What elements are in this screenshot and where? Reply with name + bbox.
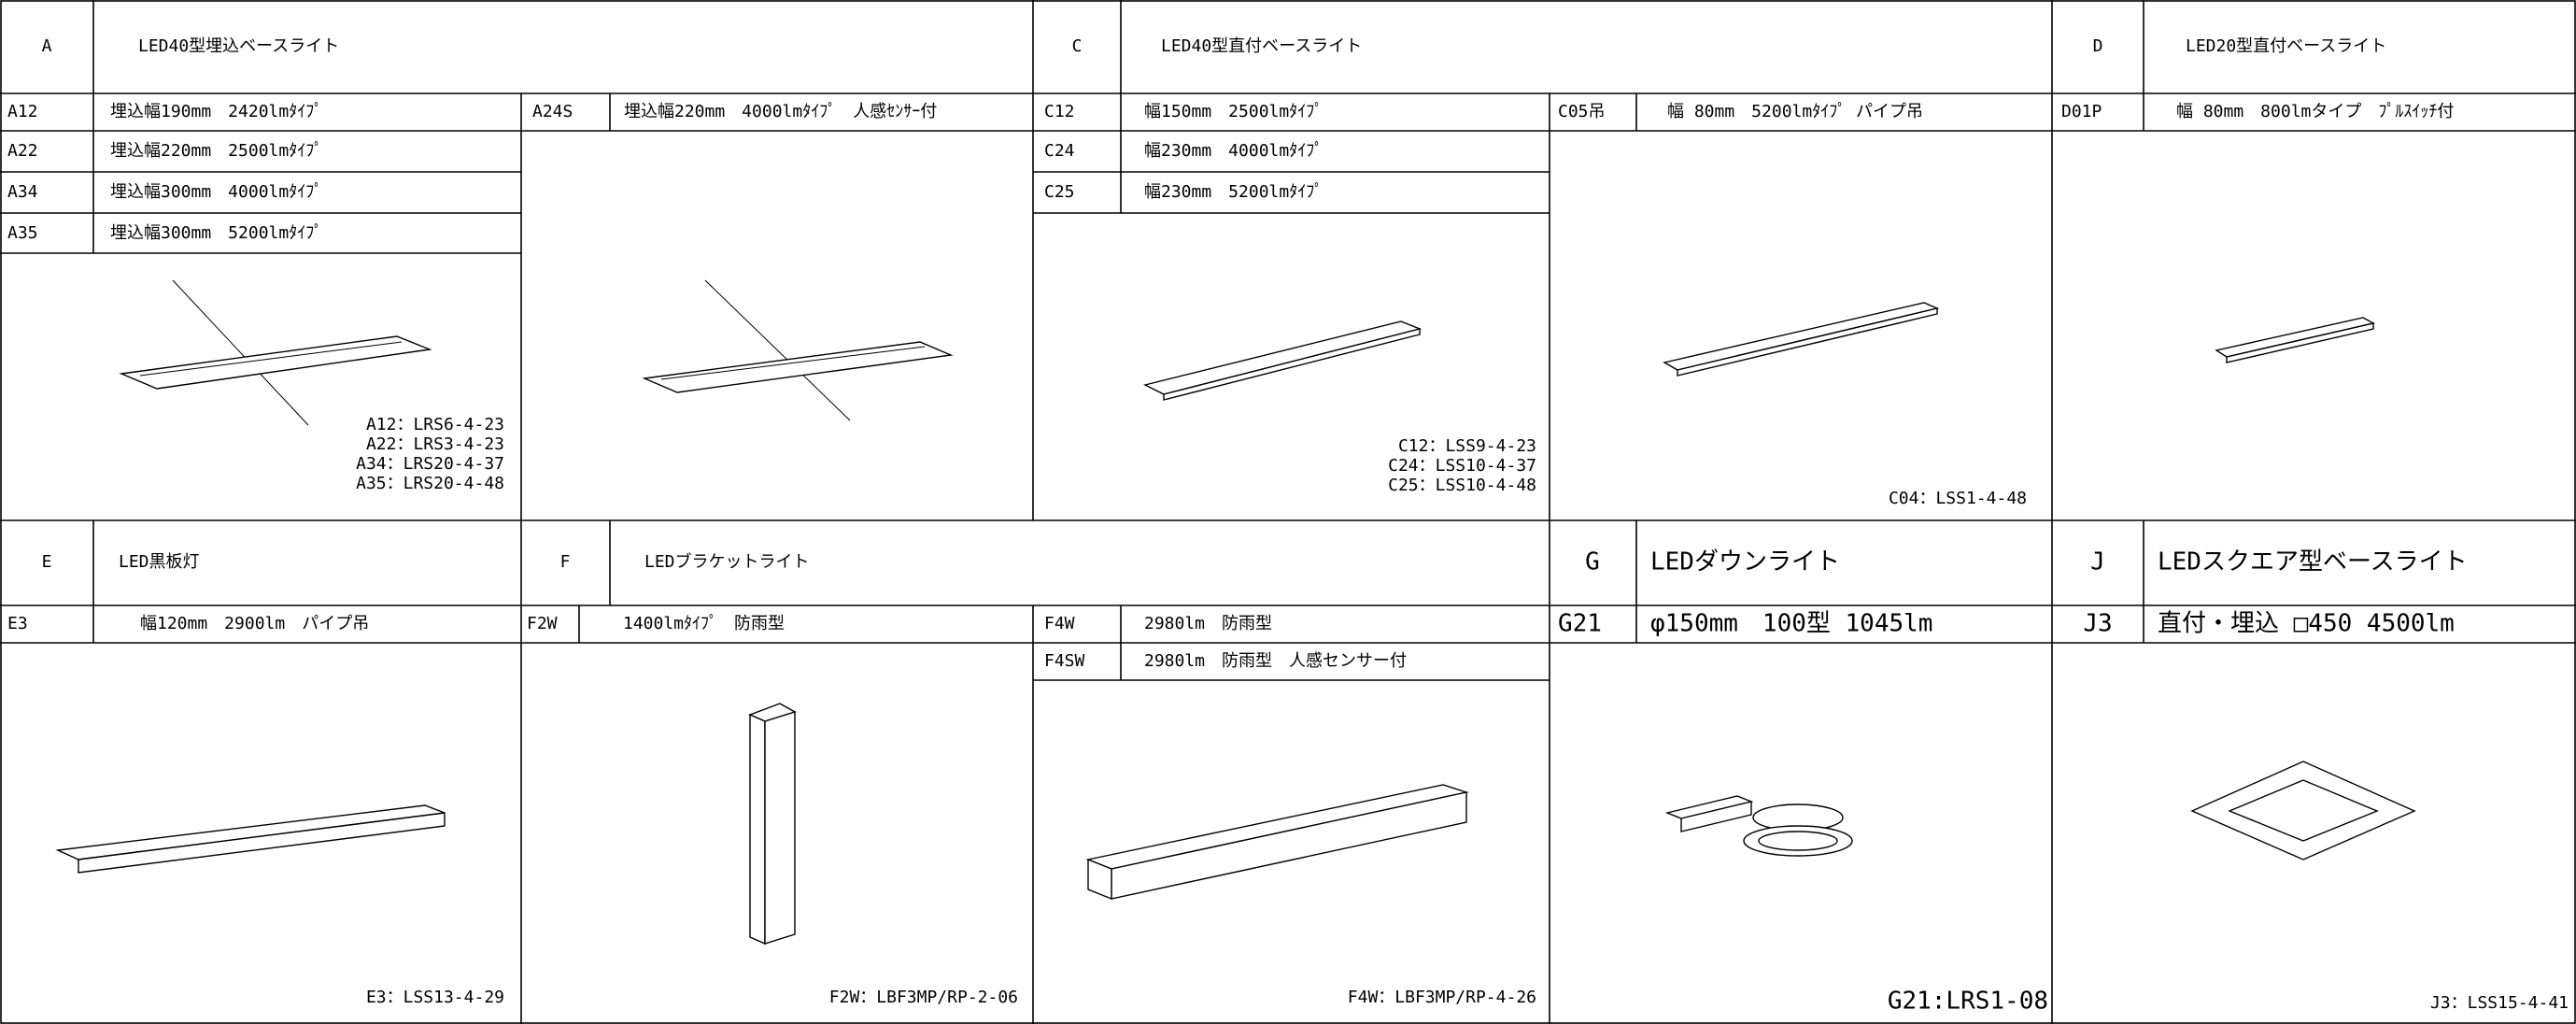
model: C24：LSS10-4-37 bbox=[1388, 456, 1536, 476]
model: A35：LRS20-4-48 bbox=[356, 474, 504, 493]
fixture-c05-side bbox=[1677, 307, 1938, 377]
leader bbox=[704, 279, 851, 421]
item-code: G21 bbox=[1558, 610, 1602, 638]
fixture-a bbox=[119, 335, 432, 390]
item-code: C05吊 bbox=[1558, 102, 1606, 121]
item-code: A34 bbox=[7, 182, 38, 202]
item-desc: φ150mm 100型 1045lm bbox=[1650, 610, 1932, 638]
item-desc: 1400lmﾀｲﾌﾟ 防雨型 bbox=[623, 614, 785, 633]
model: E3：LSS13-4-29 bbox=[366, 988, 504, 1007]
item-code: A24S bbox=[532, 102, 573, 121]
section-code: G bbox=[1585, 548, 1600, 576]
item-desc: 幅120mm 2900lm パイプ吊 bbox=[140, 614, 369, 633]
section-code: E bbox=[42, 552, 52, 572]
fixture-f2w-left bbox=[749, 713, 766, 946]
model: C25：LSS10-4-48 bbox=[1388, 476, 1536, 495]
item-desc: 埋込幅220mm 4000lmﾀｲﾌﾟ 人感ｾﾝｻｰ付 bbox=[624, 102, 937, 121]
item-code: D01P bbox=[2061, 102, 2102, 121]
model: F4W：LBF3MP/RP-4-26 bbox=[1348, 988, 1536, 1007]
section-code: A bbox=[42, 36, 52, 56]
item-code: C25 bbox=[1044, 182, 1075, 202]
item-desc: 幅230mm 4000lmﾀｲﾌﾟ bbox=[1144, 141, 1323, 161]
item-desc: 埋込幅190mm 2420lmﾀｲﾌﾟ bbox=[110, 102, 322, 121]
fixture-e-side bbox=[78, 812, 446, 874]
fixture-drawings bbox=[55, 279, 2416, 946]
fixture-g-lens bbox=[1758, 831, 1838, 851]
item-desc: 幅 80mm 5200lmﾀｲﾌﾟ パイプ吊 bbox=[1667, 102, 1923, 121]
model: F2W：LBF3MP/RP-2-06 bbox=[829, 988, 1018, 1007]
item-desc: 幅230mm 5200lmﾀｲﾌﾟ bbox=[1144, 182, 1323, 202]
fixture-detail bbox=[139, 341, 403, 377]
item-desc: 埋込幅300mm 5200lmﾀｲﾌﾟ bbox=[110, 223, 322, 243]
section-title: LED黒板灯 bbox=[119, 552, 200, 572]
section-code: D bbox=[2093, 36, 2103, 56]
item-desc: 埋込幅300mm 4000lmﾀｲﾌﾟ bbox=[110, 182, 322, 202]
fixture-c bbox=[1142, 320, 1422, 395]
fixture-a24s bbox=[642, 341, 954, 393]
fixture-g-box-side bbox=[1680, 801, 1752, 832]
model: J3：LSS15-4-41 bbox=[2430, 993, 2569, 1013]
section-code: F bbox=[560, 552, 571, 572]
section-code: C bbox=[1072, 36, 1083, 56]
leader bbox=[172, 279, 309, 426]
section-title: LED40型埋込ベースライト bbox=[138, 36, 339, 56]
item-code: F2W bbox=[527, 614, 558, 633]
item-code: A12 bbox=[7, 102, 38, 121]
fixture-f4w-end bbox=[1087, 858, 1112, 901]
item-desc: 幅 80mm 800lmタイプ ﾌﾟﾙｽｲｯﾁ付 bbox=[2176, 102, 2454, 121]
model: C12：LSS9-4-23 bbox=[1398, 436, 1536, 456]
item-desc: 2980lm 防雨型 人感センサー付 bbox=[1144, 651, 1407, 671]
model: A34：LRS20-4-37 bbox=[356, 454, 504, 474]
item-code: A35 bbox=[7, 223, 38, 243]
fixture-j-inner bbox=[2228, 779, 2379, 842]
item-code: J3 bbox=[2083, 610, 2112, 638]
section-title: LED20型直付ベースライト bbox=[2186, 36, 2386, 56]
section-title: LEDスクエア型ベースライト bbox=[2158, 548, 2468, 576]
section-code: J bbox=[2090, 548, 2105, 576]
fixture-c05 bbox=[1663, 302, 1940, 371]
item-code: F4W bbox=[1044, 614, 1075, 633]
item-code: F4SW bbox=[1044, 651, 1085, 671]
item-desc: 直付・埋込 □450 4500lm bbox=[2158, 610, 2455, 638]
item-code: C24 bbox=[1044, 141, 1075, 161]
section-title: LEDダウンライト bbox=[1650, 548, 1840, 576]
section-title: LED40型直付ベースライト bbox=[1161, 36, 1362, 56]
fixture-d-side bbox=[2226, 322, 2374, 363]
model: A12：LRS6-4-23 bbox=[366, 415, 504, 434]
fixture-c-side bbox=[1163, 328, 1421, 401]
item-desc: 2980lm 防雨型 bbox=[1144, 614, 1272, 633]
fixture-f2w-right bbox=[764, 711, 796, 945]
section-title: LEDブラケットライト bbox=[644, 551, 810, 572]
model: A22：LRS3-4-23 bbox=[366, 434, 504, 454]
fixture-detail bbox=[660, 346, 926, 380]
item-code: A22 bbox=[7, 141, 38, 161]
item-code: C12 bbox=[1044, 102, 1075, 121]
item-desc: 幅150mm 2500lmﾀｲﾌﾟ bbox=[1144, 102, 1323, 121]
model: C04：LSS1-4-48 bbox=[1889, 489, 2027, 508]
item-desc: 埋込幅220mm 2500lmﾀｲﾌﾟ bbox=[110, 141, 322, 161]
model: G21:LRS1-08 bbox=[1888, 988, 2048, 1016]
item-code: E3 bbox=[7, 614, 28, 633]
fixture-d bbox=[2215, 317, 2375, 358]
